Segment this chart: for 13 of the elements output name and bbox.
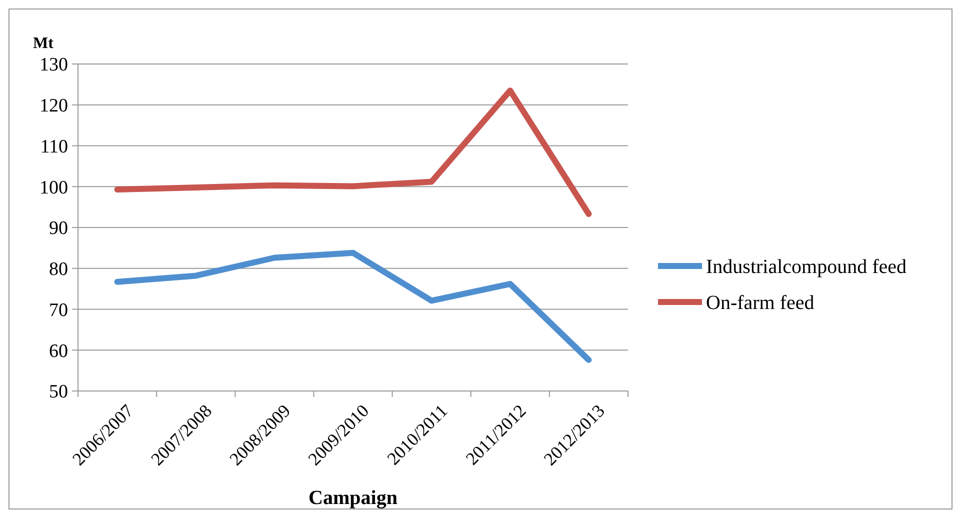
- y-tick-label: 80: [49, 259, 68, 280]
- y-tick-label: 110: [40, 136, 68, 158]
- legend-label: Industrialcompound feed: [706, 256, 906, 278]
- y-tick-label: 130: [40, 54, 68, 76]
- y-tick-label: 120: [40, 96, 68, 117]
- y-tick-label: 90: [49, 218, 68, 240]
- y-tick-label: 60: [49, 340, 68, 362]
- y-axis-title: Mt: [33, 35, 54, 52]
- y-tick-label: 70: [49, 300, 68, 321]
- y-tick-label: 100: [40, 177, 68, 198]
- x-axis-title: Campaign: [308, 487, 398, 509]
- legend-label: On-farm feed: [706, 292, 814, 314]
- y-tick-label: 50: [49, 382, 68, 403]
